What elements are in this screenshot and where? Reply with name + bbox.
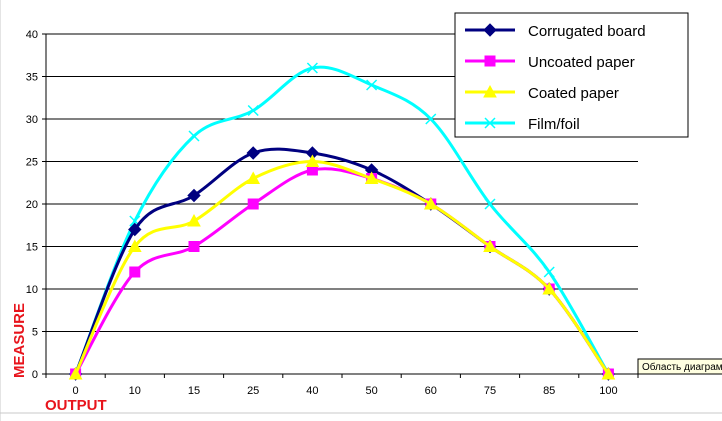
y-tick-label: 15	[26, 242, 38, 254]
legend-item-uncoated-paper: Uncoated paper	[465, 54, 635, 71]
y-tick-label: 30	[26, 114, 38, 126]
data-point-coated-paper	[68, 366, 83, 380]
data-point-corrugated-board	[187, 188, 201, 203]
data-point-corrugated-board	[128, 222, 142, 237]
chart-tick-labels: 0 5 10 15 20 25 30 35 40 0 10 15 25 40 50 60 75 85 100	[26, 29, 618, 397]
x-axis-title: OUTPUT	[45, 397, 107, 414]
y-tick-label: 20	[26, 199, 38, 211]
legend-marker	[484, 117, 496, 129]
x-tick-label: 60	[425, 385, 437, 397]
legend-item-corrugated-board: Corrugated board	[465, 23, 646, 40]
data-point-uncoated-paper	[188, 241, 200, 252]
data-point-corrugated-board	[246, 146, 260, 160]
data-point-film-foil	[306, 62, 318, 74]
y-tick-label: 10	[26, 284, 38, 296]
y-tick-label: 25	[26, 157, 38, 169]
data-point-coated-paper	[305, 154, 320, 167]
legend-label: Corrugated board	[528, 23, 646, 40]
data-point-film-foil	[543, 266, 555, 278]
x-tick-label: 40	[306, 385, 318, 397]
data-point-coated-paper	[246, 171, 261, 184]
legend-box	[454, 12, 689, 138]
data-point-uncoated-paper	[247, 198, 259, 210]
y-tick-label: 0	[32, 369, 38, 381]
tooltip-box	[637, 358, 722, 375]
y-tick-label: 5	[32, 327, 38, 339]
y-axis-title: MEASURE	[11, 303, 28, 378]
series-line-coated-paper	[74, 160, 610, 375]
x-tick-label: 85	[543, 385, 555, 397]
data-point-film-foil	[366, 79, 378, 91]
data-point-coated-paper	[127, 239, 142, 252]
data-point-coated-paper	[187, 213, 201, 227]
data-point-film-foil	[247, 104, 259, 117]
legend-marker	[483, 84, 497, 98]
chart-axes	[42, 33, 639, 378]
legend[interactable]: Corrugated board Uncoated paper Coated pap…	[454, 12, 689, 138]
data-point-film-foil	[484, 198, 496, 210]
legend-item-coated-paper: Coated paper	[465, 84, 619, 102]
legend-label: Uncoated paper	[528, 54, 635, 71]
series-coated-paper	[68, 154, 616, 380]
data-point-coated-paper	[542, 281, 557, 295]
data-point-uncoated-paper	[129, 266, 141, 278]
chart-area-tooltip: Область диаграммы	[637, 358, 722, 375]
y-tick-label: 40	[26, 29, 38, 41]
data-point-film-foil	[425, 113, 437, 125]
x-tick-label: 25	[247, 385, 259, 397]
chart-series	[68, 62, 616, 381]
data-point-coated-paper	[364, 171, 379, 184]
legend-marker	[484, 55, 496, 67]
legend-marker	[483, 23, 497, 37]
x-tick-label: 75	[484, 385, 496, 397]
legend-item-film-foil: Film/foil	[465, 116, 580, 133]
legend-items: Corrugated board Uncoated paper Coated pap…	[465, 23, 646, 133]
x-tick-label: 10	[129, 385, 141, 397]
data-point-coated-paper	[483, 239, 497, 252]
legend-label: Coated paper	[528, 85, 619, 102]
x-tick-label: 0	[73, 385, 79, 397]
series-line-film-foil	[74, 65, 610, 375]
x-tick-label: 100	[599, 385, 617, 397]
data-point-film-foil	[188, 130, 200, 142]
data-point-coated-paper	[423, 196, 438, 210]
y-tick-label: 35	[26, 72, 38, 84]
data-point-coated-paper	[601, 366, 616, 380]
legend-label: Film/foil	[528, 116, 580, 133]
x-tick-label: 15	[188, 385, 200, 397]
tooltip-label: Область диаграммы	[642, 361, 722, 373]
x-tick-label: 50	[365, 385, 377, 397]
